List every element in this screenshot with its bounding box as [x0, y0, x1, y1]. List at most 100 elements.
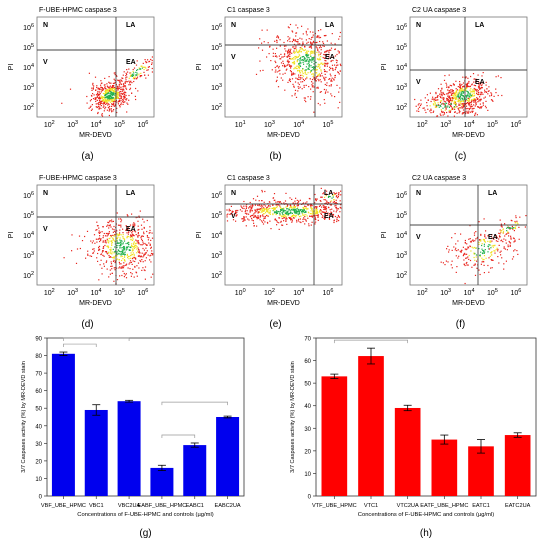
scatter-point [255, 211, 257, 213]
scatter-point [474, 252, 476, 255]
scatter-point [135, 258, 137, 260]
scatter-point [102, 235, 104, 237]
scatter-point [116, 245, 118, 247]
y-axis-label: PI [381, 232, 388, 239]
scatter-point [127, 267, 129, 269]
scatter-point [475, 231, 477, 233]
scatter-point [510, 235, 512, 237]
scatter-point [325, 53, 327, 56]
scatter-point [110, 96, 112, 98]
scatter-point [104, 235, 107, 237]
scatter-point [471, 99, 473, 101]
scatter-point [111, 268, 113, 270]
scatter-point [118, 80, 120, 82]
scatter-point [284, 215, 286, 218]
quadrant-label-n: N [231, 190, 236, 197]
scatter-point [296, 61, 298, 63]
scatter-point [251, 205, 253, 207]
scatter-point [458, 103, 460, 105]
scatter-point [304, 73, 306, 75]
scatter-point [449, 84, 451, 86]
scatter-point [460, 101, 462, 103]
scatter-point [133, 242, 135, 244]
scatter-point [112, 93, 114, 95]
scatter-point [285, 206, 287, 208]
scatter-point [276, 56, 278, 58]
scatter-point [101, 273, 103, 275]
y-axis-label: PI [8, 64, 15, 71]
scatter-point [266, 209, 268, 212]
scatter-point [279, 69, 281, 71]
scatter-point [114, 100, 116, 103]
scatter-point [131, 258, 134, 260]
scatter-point [513, 241, 515, 243]
scatter-point [98, 237, 101, 239]
scatter-point [113, 89, 115, 91]
scatter-point [111, 101, 114, 103]
scatter-point [129, 249, 131, 251]
scatter-point [311, 59, 313, 61]
scatter-point [110, 82, 112, 84]
scatter-point [473, 81, 475, 83]
scatter-point [234, 212, 237, 214]
scatter-point [447, 89, 449, 91]
scatter-point [106, 268, 108, 270]
scatter-point [144, 66, 146, 68]
scatter-point [478, 106, 480, 108]
scatter-point [105, 92, 107, 94]
scatter-point [151, 56, 153, 58]
scatter-point [119, 224, 121, 226]
scatter-point [259, 38, 261, 40]
scatter-point [293, 63, 295, 65]
scatter-point [502, 231, 505, 233]
scatter-point [445, 101, 447, 103]
scatter-point [294, 94, 296, 96]
bar [216, 417, 240, 496]
scatter-point [316, 66, 318, 68]
scatter-point [275, 201, 277, 203]
scatter-point [104, 239, 106, 242]
scatter-point [99, 100, 101, 102]
scatter-point [151, 232, 153, 234]
scatter-point [262, 215, 264, 217]
scatter-point [126, 111, 128, 113]
scatter-point [253, 213, 255, 215]
scatter-point [473, 101, 475, 103]
y-tick-label: 105 [396, 211, 407, 220]
scatter-point [101, 114, 103, 116]
scatter-point [467, 99, 469, 101]
scatter-point [146, 236, 149, 238]
scatter-point [485, 107, 487, 109]
scatter-point [302, 78, 304, 80]
scatter-point [293, 85, 295, 87]
scatter-point [326, 190, 328, 192]
scatter-point [137, 250, 139, 252]
scatter-point [465, 249, 467, 251]
scatter-point [103, 84, 105, 86]
scatter-point [115, 97, 118, 99]
scatter-point [100, 101, 102, 103]
scatter-point [107, 86, 109, 88]
quadrant-label-ea: EA [126, 59, 136, 66]
scatter-point [264, 217, 266, 219]
scatter-point [301, 48, 303, 50]
scatter-point [149, 229, 151, 232]
scatter-point [136, 275, 138, 277]
scatter-point [232, 219, 235, 221]
scatter-point [331, 212, 333, 214]
scatter-point [333, 199, 335, 201]
scatter-point [110, 249, 112, 251]
scatter-point [135, 242, 137, 244]
scatter-point [306, 63, 308, 65]
scatter-point [120, 251, 123, 253]
y-tick-label: 102 [396, 271, 407, 280]
scatter-point [89, 255, 91, 257]
scatter-point [321, 216, 323, 218]
x-tick-label: 103 [440, 288, 451, 297]
scatter-point [443, 79, 446, 81]
scatter-point [101, 90, 103, 92]
scatter-point [304, 97, 306, 99]
scatter-point [338, 51, 340, 53]
scatter-point [316, 36, 318, 38]
